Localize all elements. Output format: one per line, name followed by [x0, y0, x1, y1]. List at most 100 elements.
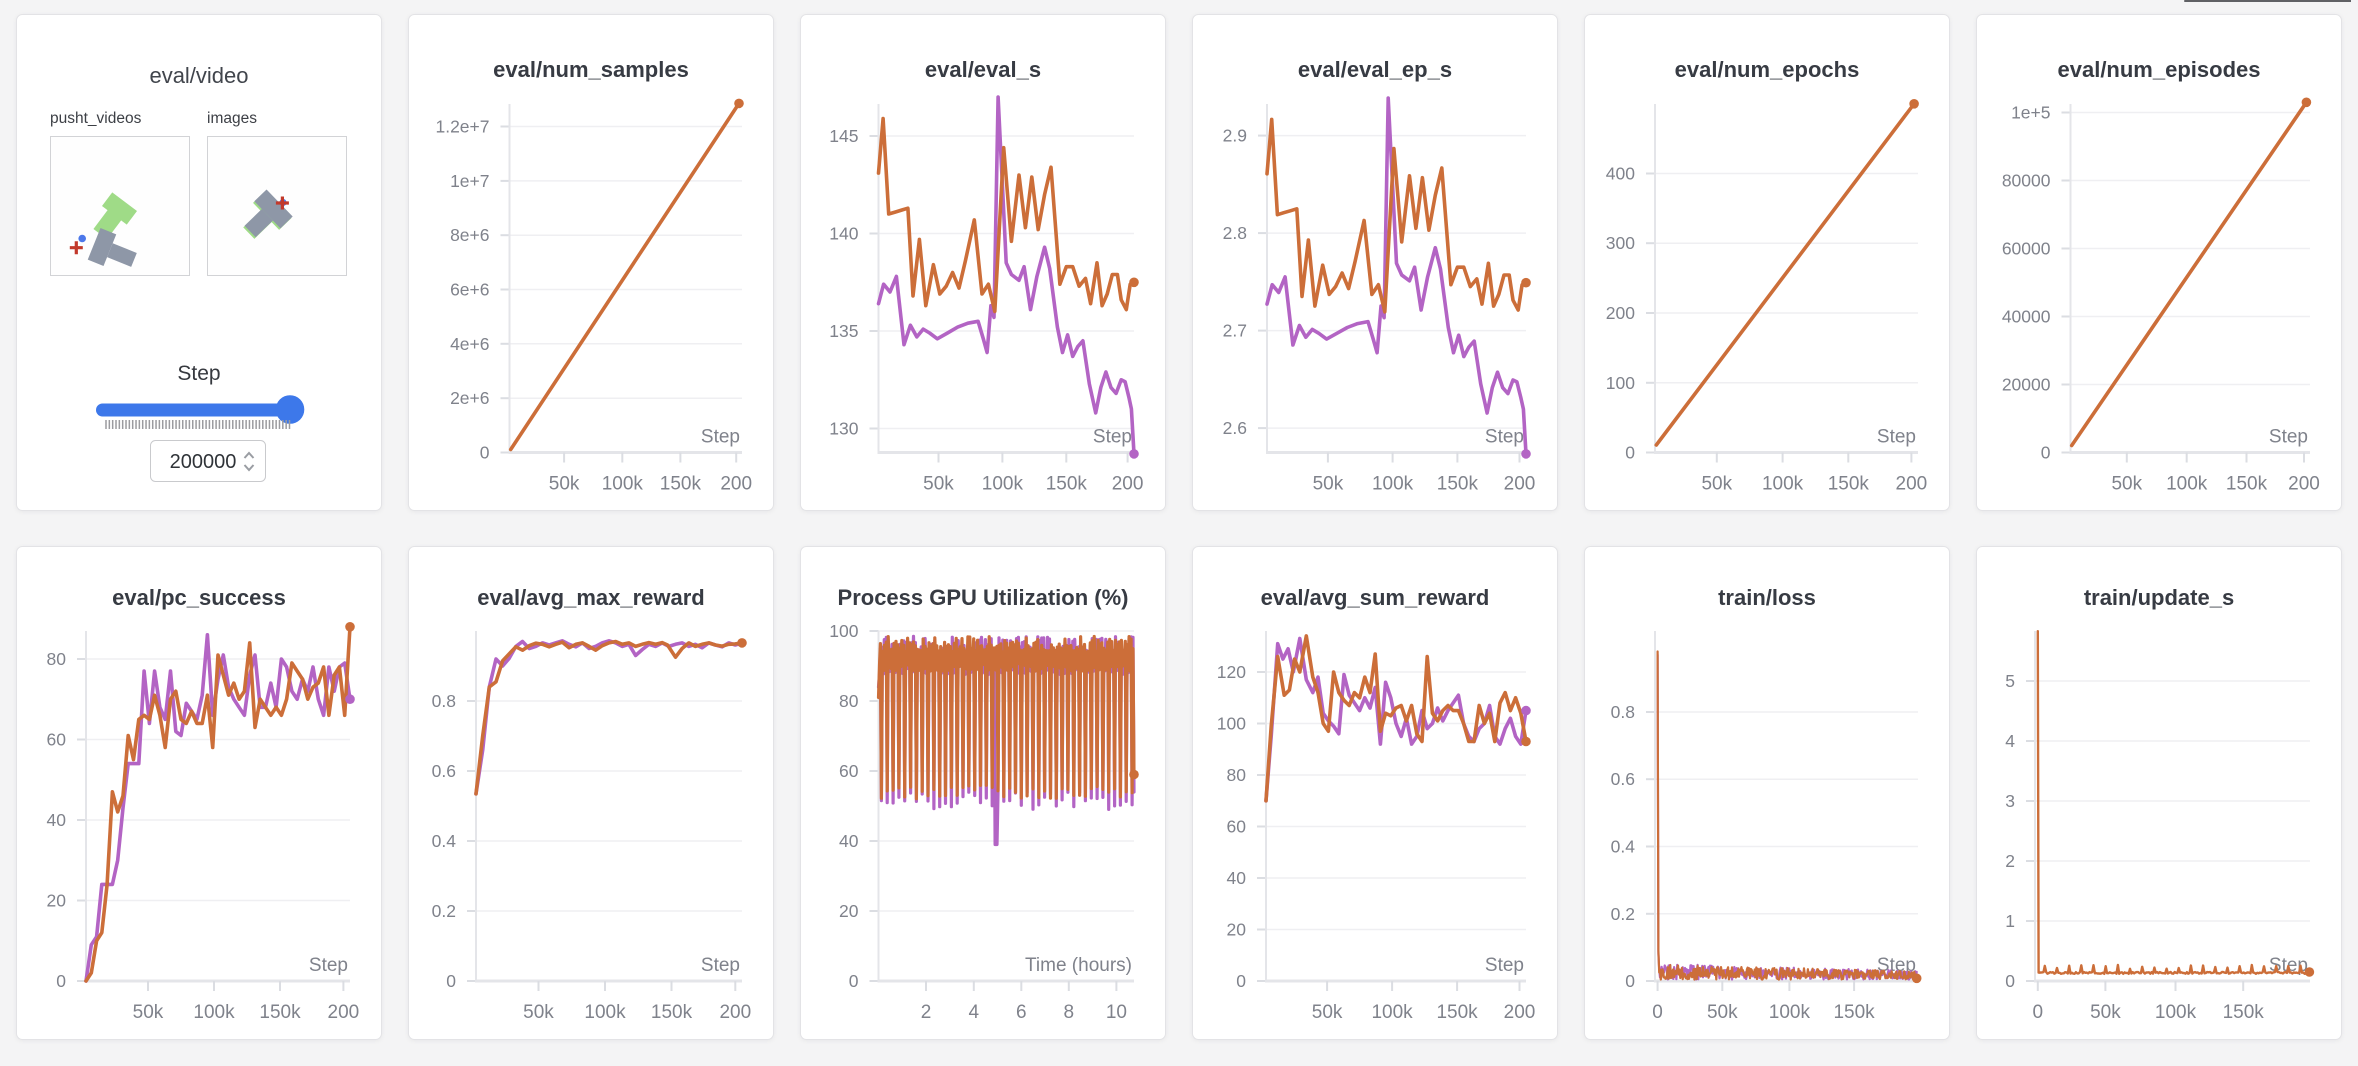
svg-text:0: 0: [480, 443, 490, 463]
svg-text:4: 4: [969, 1002, 980, 1023]
svg-text:eval/avg_sum_reward: eval/avg_sum_reward: [1261, 585, 1490, 610]
svg-text:20: 20: [1227, 920, 1247, 940]
svg-text:100: 100: [829, 621, 858, 641]
svg-text:2: 2: [921, 1002, 932, 1023]
svg-text:2: 2: [2005, 851, 2015, 871]
svg-text:2.9: 2.9: [1223, 126, 1247, 146]
svg-text:50k: 50k: [523, 1002, 554, 1023]
svg-text:150k: 150k: [2226, 474, 2268, 495]
svg-text:2e+6: 2e+6: [450, 388, 489, 408]
svg-text:200000: 200000: [170, 451, 237, 473]
svg-text:150k: 150k: [259, 1002, 301, 1023]
svg-text:20: 20: [47, 891, 67, 911]
svg-text:train/loss: train/loss: [1718, 585, 1816, 610]
svg-text:50k: 50k: [1707, 1002, 1738, 1023]
svg-text:200: 200: [1504, 474, 1536, 495]
svg-text:50k: 50k: [2111, 474, 2142, 495]
svg-text:3: 3: [2005, 791, 2015, 811]
svg-text:Time (hours): Time (hours): [1025, 955, 1132, 976]
svg-text:50k: 50k: [133, 1002, 164, 1023]
svg-text:100: 100: [1606, 373, 1635, 393]
svg-text:50k: 50k: [1701, 474, 1732, 495]
svg-text:145: 145: [829, 126, 858, 146]
svg-text:6e+6: 6e+6: [450, 280, 489, 300]
svg-text:100k: 100k: [982, 474, 1024, 495]
svg-text:2.7: 2.7: [1223, 321, 1247, 341]
svg-text:200: 200: [720, 474, 752, 495]
svg-text:1.2e+7: 1.2e+7: [435, 117, 489, 137]
svg-text:1e+5: 1e+5: [2011, 103, 2050, 123]
svg-text:40: 40: [839, 831, 859, 851]
svg-text:0: 0: [1652, 1002, 1663, 1023]
svg-text:100k: 100k: [1371, 1002, 1413, 1023]
svg-text:5: 5: [2005, 671, 2015, 691]
svg-text:0.6: 0.6: [432, 761, 456, 781]
svg-text:100k: 100k: [2155, 1002, 2197, 1023]
svg-text:0: 0: [1625, 443, 1635, 463]
svg-text:Step: Step: [1093, 427, 1132, 448]
svg-text:100k: 100k: [1372, 474, 1414, 495]
svg-text:Step: Step: [2269, 427, 2308, 448]
svg-text:4: 4: [2005, 731, 2015, 751]
svg-text:140: 140: [829, 224, 858, 244]
svg-text:50k: 50k: [549, 474, 580, 495]
svg-text:eval/eval_s: eval/eval_s: [925, 57, 1041, 82]
svg-text:80000: 80000: [2002, 171, 2051, 191]
svg-text:1e+7: 1e+7: [450, 171, 489, 191]
svg-text:0: 0: [2041, 443, 2051, 463]
svg-text:80: 80: [47, 649, 67, 669]
svg-text:2.8: 2.8: [1223, 223, 1247, 243]
svg-text:200: 200: [1504, 1002, 1536, 1023]
svg-text:0: 0: [56, 971, 66, 991]
svg-text:8: 8: [1064, 1002, 1075, 1023]
svg-text:eval/num_epochs: eval/num_epochs: [1675, 57, 1860, 82]
svg-text:200: 200: [719, 1002, 751, 1023]
svg-text:0.2: 0.2: [1611, 904, 1635, 924]
svg-text:300: 300: [1606, 233, 1635, 253]
svg-text:100k: 100k: [1769, 1002, 1811, 1023]
svg-text:0.8: 0.8: [1611, 702, 1635, 722]
svg-text:0: 0: [2033, 1002, 2044, 1023]
svg-text:0.4: 0.4: [1611, 837, 1636, 857]
svg-text:60: 60: [839, 761, 859, 781]
svg-text:50k: 50k: [1312, 1002, 1343, 1023]
svg-text:100k: 100k: [2166, 474, 2208, 495]
svg-text:Step: Step: [1877, 427, 1916, 448]
svg-text:40: 40: [47, 810, 67, 830]
svg-text:60: 60: [1227, 817, 1247, 837]
svg-text:20000: 20000: [2002, 375, 2051, 395]
svg-text:eval/video: eval/video: [149, 63, 248, 88]
svg-text:200: 200: [328, 1002, 360, 1023]
svg-text:100k: 100k: [602, 474, 644, 495]
svg-text:0.4: 0.4: [432, 831, 457, 851]
svg-text:eval/pc_success: eval/pc_success: [112, 585, 286, 610]
svg-text:Process GPU Utilization (%): Process GPU Utilization (%): [838, 585, 1129, 610]
svg-text:100k: 100k: [193, 1002, 235, 1023]
svg-text:150k: 150k: [651, 1002, 693, 1023]
svg-text:Step: Step: [1485, 955, 1524, 976]
svg-text:60: 60: [47, 730, 67, 750]
svg-text:150k: 150k: [2223, 1002, 2265, 1023]
svg-text:Step: Step: [701, 427, 740, 448]
svg-text:4e+6: 4e+6: [450, 334, 489, 354]
svg-text:50k: 50k: [2090, 1002, 2121, 1023]
svg-text:150k: 150k: [1828, 474, 1870, 495]
svg-text:200: 200: [1606, 303, 1635, 323]
svg-text:Step: Step: [1485, 427, 1524, 448]
svg-text:50k: 50k: [923, 474, 954, 495]
svg-text:images: images: [207, 110, 257, 127]
svg-text:50k: 50k: [1313, 474, 1344, 495]
svg-text:train/update_s: train/update_s: [2084, 585, 2234, 610]
svg-text:1: 1: [2005, 911, 2015, 931]
svg-text:2.6: 2.6: [1223, 418, 1247, 438]
svg-text:80: 80: [1227, 765, 1247, 785]
svg-text:150k: 150k: [1437, 474, 1479, 495]
svg-text:200: 200: [1896, 474, 1928, 495]
svg-text:6: 6: [1016, 1002, 1027, 1023]
svg-text:120: 120: [1217, 662, 1246, 682]
svg-text:0: 0: [446, 971, 456, 991]
svg-text:0: 0: [1625, 971, 1635, 991]
svg-text:100k: 100k: [584, 1002, 626, 1023]
svg-text:150k: 150k: [660, 474, 702, 495]
svg-text:150k: 150k: [1833, 1002, 1875, 1023]
